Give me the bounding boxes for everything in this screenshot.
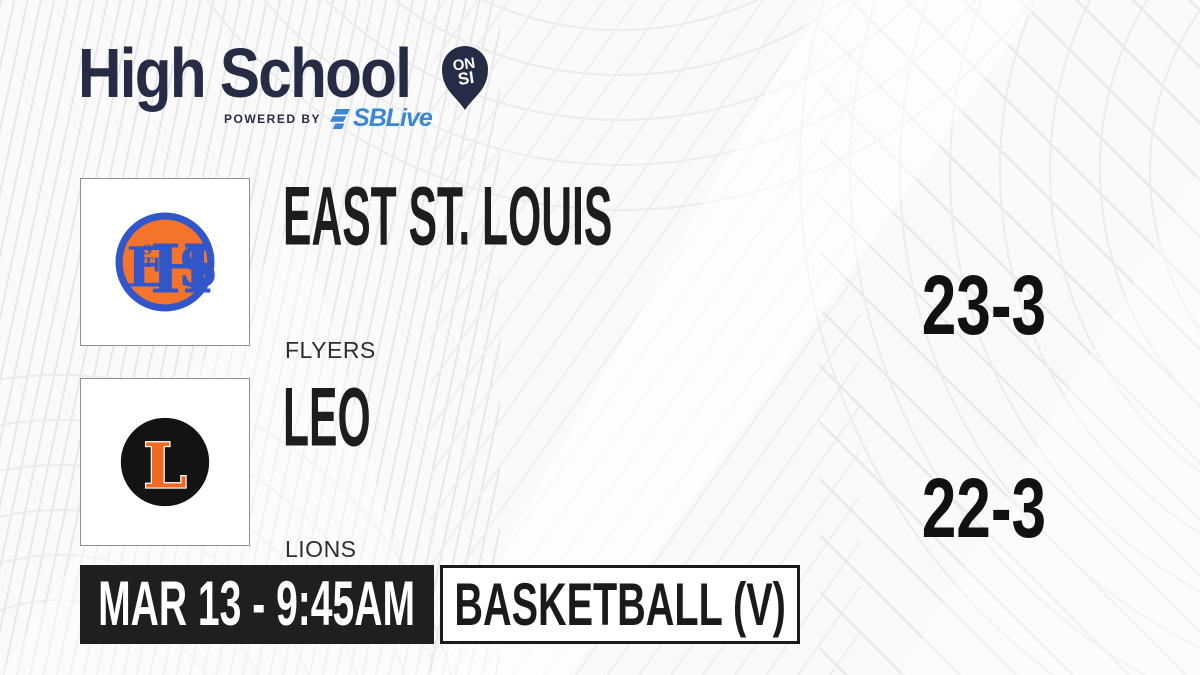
powered-by-row: POWERED BY SBLive	[224, 104, 433, 133]
ehs-small-t: T	[144, 256, 154, 271]
date-time-bar: MAR 13 - 9:45AM	[80, 565, 434, 644]
pin-text-si: SI	[457, 68, 476, 89]
leo-letter-l: L	[143, 429, 187, 502]
date-time-text: MAR 13 - 9:45AM	[98, 569, 416, 639]
sblive-bolt-icon	[330, 108, 351, 129]
team-logo-box-away: E H S S T	[80, 178, 250, 346]
powered-by-label: POWERED BY	[224, 111, 322, 126]
team-record-home: 22-3	[921, 461, 1046, 555]
team-name-home: LEO	[283, 370, 371, 464]
pin-text-on: ON	[452, 55, 477, 75]
team-logo-box-home: L	[80, 378, 250, 546]
on-si-pin-icon: ON SI	[442, 46, 488, 112]
ehs-small-s: S	[143, 243, 153, 258]
leo-logo-icon: L	[120, 417, 210, 507]
high-school-wordmark: High School	[78, 34, 412, 112]
ehs-letter-s: S	[178, 234, 216, 299]
ehs-letter-e: E	[126, 234, 168, 299]
east-st-louis-logo-icon: E H S S T	[115, 212, 216, 312]
sblive-wordmark: SBLive	[353, 104, 433, 132]
ehs-letter-h: H	[150, 230, 214, 309]
sport-text: BASKETBALL (V)	[454, 570, 786, 638]
sblive-logo: SBLive	[330, 104, 433, 133]
team-name-away: EAST ST. LOUIS	[283, 169, 613, 263]
sport-badge: BASKETBALL (V)	[440, 565, 800, 644]
team-mascot-home: LIONS	[285, 536, 357, 562]
team-record-away: 23-3	[921, 258, 1046, 352]
team-mascot-away: FLYERS	[285, 337, 376, 363]
